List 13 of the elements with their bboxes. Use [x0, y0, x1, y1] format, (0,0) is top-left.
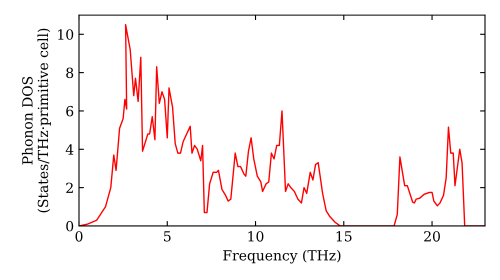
- y-tick-label: 6: [66, 106, 74, 116]
- x-tick-label: 15: [336, 231, 352, 242]
- y-tick-label: 2: [66, 182, 73, 193]
- x-tick-label: 20: [424, 231, 440, 242]
- y-tick-label: 4: [66, 144, 74, 155]
- x-tick-label: 10: [248, 231, 264, 242]
- x-tick-label: 5: [164, 231, 171, 242]
- x-tick-label: 0: [75, 231, 82, 242]
- y-axis-title: Phonon DOS (States/THz·primitive cell): [22, 28, 51, 212]
- x-axis-title: Frequency (THz): [223, 250, 340, 264]
- y-tick-label: 8: [66, 68, 74, 78]
- y-tick-label: 0: [66, 220, 74, 232]
- y-tick-label: 10: [58, 29, 74, 40]
